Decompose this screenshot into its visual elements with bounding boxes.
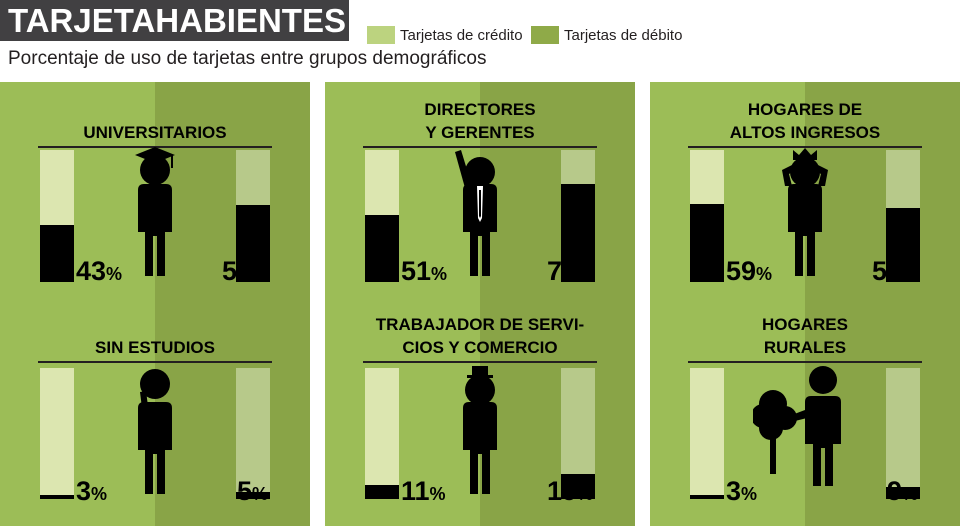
debit-value-label: 5% — [236, 476, 268, 506]
panel-bg-right — [480, 82, 635, 526]
debit-bar — [561, 474, 595, 499]
panel-bg-left — [650, 82, 805, 526]
credit-bar — [690, 204, 724, 282]
credit-bar-track — [690, 368, 724, 499]
credit-bar — [365, 215, 399, 282]
credit-bar-track — [365, 150, 399, 282]
debit-value-label: 19% — [546, 476, 593, 506]
debit-value-label: 9% — [886, 476, 918, 506]
credit-bar — [690, 495, 724, 499]
debit-bar-track — [236, 150, 270, 282]
credit-value-label: 43% — [76, 256, 123, 286]
title-rule — [688, 361, 922, 363]
debit-bar-track — [886, 150, 920, 282]
legend-credit-label: Tarjetas de crédito — [400, 26, 523, 44]
chart-group: TRABAJADOR DE SERVI- CIOS Y COMERCIO 11% 1… — [325, 82, 635, 505]
credit-bar-track — [40, 150, 74, 282]
debit-bar-track — [886, 368, 920, 499]
chart-group: DIRECTORES Y GERENTES 51% 74% — [325, 82, 635, 302]
chart-title: HOGARES DE ALTOS INGRESOS — [729, 100, 881, 142]
panel-bg-left — [325, 82, 480, 526]
legend-credit-swatch — [367, 26, 395, 44]
chart-group: SIN ESTUDIOS 3% 5% — [0, 82, 310, 505]
legend-debit: Tarjetas de débito — [531, 25, 682, 45]
chart-panel: DIRECTORES Y GERENTES 51% 74% TRABAJADOR DE… — [325, 82, 635, 526]
chart-title: TRABAJADOR DE SERVI- CIOS Y COMERCIO — [375, 315, 585, 357]
title-rule — [38, 361, 272, 363]
panel-bg-right — [155, 82, 310, 526]
credit-bar — [40, 495, 74, 499]
chart-group: UNIVERSITARIOS 43% 58% — [0, 82, 310, 302]
credit-bar — [40, 225, 74, 282]
farmer-with-tree-icon — [753, 366, 841, 486]
credit-bar-track — [40, 368, 74, 499]
chart-title: UNIVERSITARIOS — [83, 123, 227, 142]
subtitle: Porcentaje de uso de tarjetas entre grup… — [8, 48, 487, 69]
legend-credit: Tarjetas de crédito — [367, 25, 523, 45]
legend-debit-swatch — [531, 26, 559, 44]
title-rule — [363, 361, 597, 363]
debit-bar-track — [561, 368, 595, 499]
debit-bar — [886, 487, 920, 499]
chart-group: HOGARES RURALES 3% 9% — [650, 82, 960, 505]
chart-group: HOGARES DE ALTOS INGRESOS 59% 56% — [650, 82, 960, 302]
crowned-person-icon — [782, 148, 828, 276]
page-title: TARJETAHABIENTES — [8, 2, 346, 39]
credit-value-label: 3% — [76, 476, 108, 506]
debit-bar-track — [561, 150, 595, 282]
credit-value-label: 3% — [726, 476, 758, 506]
service-worker-icon — [463, 366, 497, 494]
debit-bar — [236, 205, 270, 282]
debit-value-label: 58% — [221, 256, 268, 286]
chart-title: DIRECTORES Y GERENTES — [424, 100, 536, 142]
debit-value-label: 74% — [546, 256, 593, 286]
title-rule — [363, 146, 597, 148]
legend-debit-label: Tarjetas de débito — [564, 26, 683, 44]
credit-bar — [365, 485, 399, 499]
debit-value-label: 56% — [871, 256, 918, 286]
credit-value-label: 59% — [726, 256, 773, 286]
thinking-person-icon — [138, 369, 172, 494]
graduate-icon — [135, 147, 175, 276]
manager-icon — [455, 150, 497, 276]
debit-bar — [561, 184, 595, 282]
credit-bar-track — [690, 150, 724, 282]
title-banner: TARJETAHABIENTES — [0, 0, 349, 41]
chart-title: SIN ESTUDIOS — [95, 338, 215, 357]
chart-title: HOGARES RURALES — [762, 315, 848, 357]
debit-bar — [236, 492, 270, 499]
debit-bar — [886, 208, 920, 282]
credit-value-label: 51% — [401, 256, 448, 286]
panel-bg-left — [0, 82, 155, 526]
chart-panel: UNIVERSITARIOS 43% 58% SIN ESTUDIOS 3% 5% — [0, 82, 310, 526]
debit-bar-track — [236, 368, 270, 499]
title-rule — [688, 146, 922, 148]
credit-bar-track — [365, 368, 399, 499]
credit-value-label: 11% — [401, 476, 446, 506]
chart-panel: HOGARES DE ALTOS INGRESOS 59% 56% HOGARES R… — [650, 82, 960, 526]
